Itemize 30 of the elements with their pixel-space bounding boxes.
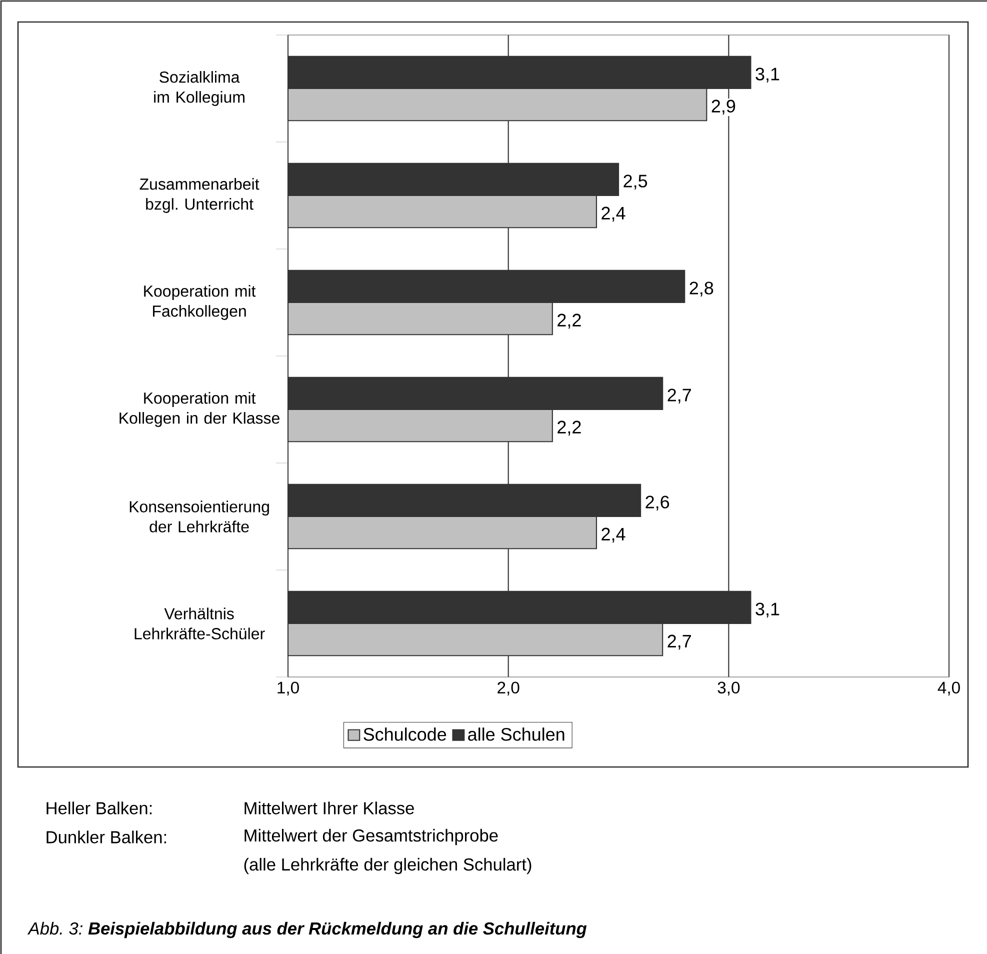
data-label: 2,9	[712, 100, 736, 115]
x-tick-label: 2,0	[498, 682, 520, 696]
text: Dunkler Balken:	[46, 830, 166, 844]
data-label: 2,2	[558, 420, 581, 436]
text: Heller Balken:	[46, 802, 152, 814]
data-label: 2,5	[624, 174, 648, 190]
data-label: 2,2	[558, 314, 581, 329]
data-label: 2,7	[668, 388, 691, 404]
y-tick-label: Konsensoientierung der Lehrkräfte	[130, 500, 269, 532]
data-label: 2,6	[646, 496, 670, 511]
x-tick-label: 3,0	[718, 682, 740, 696]
data-label: 2,8	[690, 282, 714, 297]
text: Mittelwert der Gesamtstrichprobe	[244, 828, 498, 846]
data-label: 3,1	[756, 68, 780, 83]
text: Mittelwert Ihrer Klasse	[244, 802, 414, 814]
y-tick-label: Zusammenarbeit bzgl. Unterricht	[140, 178, 260, 213]
legend-label: Schulcode	[364, 728, 446, 741]
y-tick-label: Verhältnis Lehrkräfte-Schüler	[134, 608, 265, 640]
x-tick-label: 4,0	[938, 682, 960, 696]
caption: Abb. 3: Beispielabbildung aus der Rückmeldung an die Schulleitung	[27, 922, 587, 938]
legend-label: alle Schulen	[468, 728, 564, 741]
x-tick-label: 1,0	[278, 682, 299, 696]
data-label: 2,4	[602, 206, 626, 222]
y-tick-label: Kooperation mit Fachkollegen	[144, 285, 256, 320]
text: (alle Lehrkräfte der gleichen Schulart)	[244, 858, 532, 874]
y-tick-label: Sozialklima im Kollegium	[154, 71, 244, 106]
data-label: 2,7	[668, 634, 691, 650]
y-tick-label: Kooperation mit Kollegen in der Klasse	[120, 392, 280, 427]
data-label: 2,4	[602, 528, 626, 543]
data-label: 3,1	[756, 602, 780, 618]
